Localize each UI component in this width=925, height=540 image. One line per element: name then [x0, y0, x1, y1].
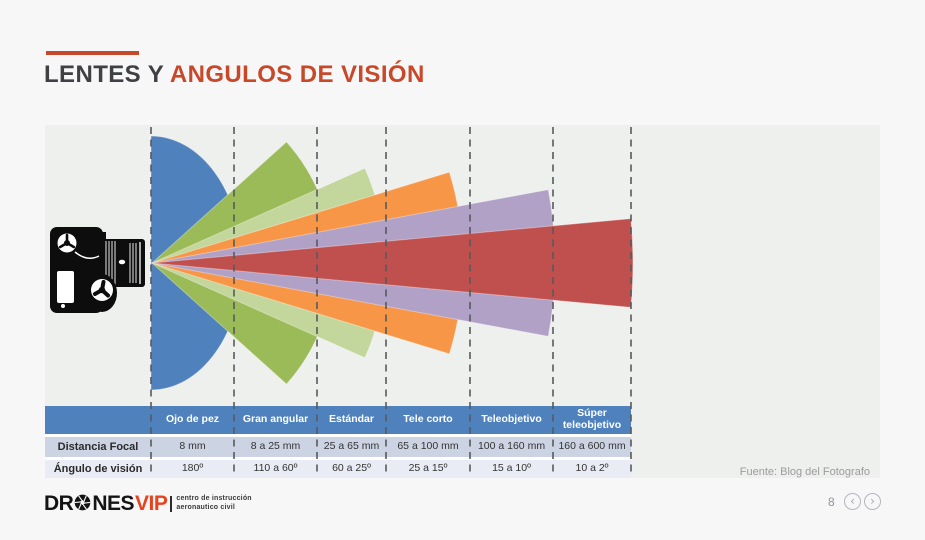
page-number: 8 — [828, 495, 835, 509]
logo-divider — [170, 496, 173, 512]
lens-diagram-panel: Ojo de pez Gran angular Estándar Tele corto… — [45, 125, 880, 478]
table-cell: 25 a 15º — [386, 460, 470, 478]
cone-gran-angular — [151, 141, 334, 385]
prev-slide-button[interactable]: ‹ — [844, 493, 861, 510]
table-cell: Súper teleobjetivo — [553, 406, 631, 434]
page-title-prefix: LENTES Y — [44, 61, 170, 88]
logo-tagline-line1: centro de instrucción — [176, 495, 252, 503]
table-row: Distancia Focal 8 mm 8 a 25 mm 25 a 65 mm 65… — [45, 437, 631, 457]
page-title: LENTES Y ANGULOS DE VISIÓN — [44, 61, 425, 89]
logo-tagline: centro de instrucción aeronautico civil — [176, 495, 251, 513]
cone-ojo-de-pez — [150, 135, 243, 391]
table-cell: 160 a 600 mm — [553, 437, 631, 457]
table-cell: 110 a 60º — [234, 460, 317, 478]
table-cell: 8 a 25 mm — [234, 437, 317, 457]
next-slide-button[interactable]: › — [864, 493, 881, 510]
table-cell — [45, 406, 151, 434]
camera-icon — [50, 227, 145, 313]
logo-word: DR NES VIP — [44, 491, 168, 517]
logo-vip: VIP — [135, 492, 168, 515]
table-row-label: Distancia Focal — [45, 437, 151, 457]
lens-table: Ojo de pez Gran angular Estándar Tele corto… — [45, 406, 631, 478]
title-accent-line — [46, 51, 139, 55]
table-cell: 10 a 2º — [553, 460, 631, 478]
table-cell: Teleobjetivo — [470, 406, 553, 434]
table-cell: 100 a 160 mm — [470, 437, 553, 457]
logo-tagline-line2: aeronautico civil — [176, 504, 236, 511]
logo-part1: DR — [44, 492, 74, 515]
cone-súper-teleobjetivo — [151, 218, 634, 308]
table-cell: Gran angular — [234, 406, 317, 434]
cone-estándar — [150, 167, 386, 359]
page-title-accent: ANGULOS DE VISIÓN — [169, 61, 425, 88]
aperture-icon — [74, 493, 91, 517]
table-cell: Tele corto — [386, 406, 470, 434]
source-note: Fuente: Blog del Fotografo — [739, 466, 870, 478]
table-cell: 15 a 10º — [470, 460, 553, 478]
table-cell: 25 a 65 mm — [317, 437, 386, 457]
cone-tele-corto — [150, 171, 464, 355]
table-cell: 65 a 100 mm — [386, 437, 470, 457]
table-row: Ojo de pez Gran angular Estándar Tele corto… — [45, 406, 631, 434]
table-cell: 180º — [151, 460, 234, 478]
table-row: Ángulo de visión 180º 110 a 60º 60 a 25º 25 … — [45, 460, 631, 478]
table-cell: 60 a 25º — [317, 460, 386, 478]
logo-part2: NES — [92, 492, 135, 515]
table-row-label: Ángulo de visión — [45, 460, 151, 478]
table-cell: Ojo de pez — [151, 406, 234, 434]
cone-teleobjetivo — [151, 189, 556, 337]
dronesvip-logo: DR NES VIP centro de ins — [44, 491, 252, 517]
table-cell: 8 mm — [151, 437, 234, 457]
table-cell: Estándar — [317, 406, 386, 434]
